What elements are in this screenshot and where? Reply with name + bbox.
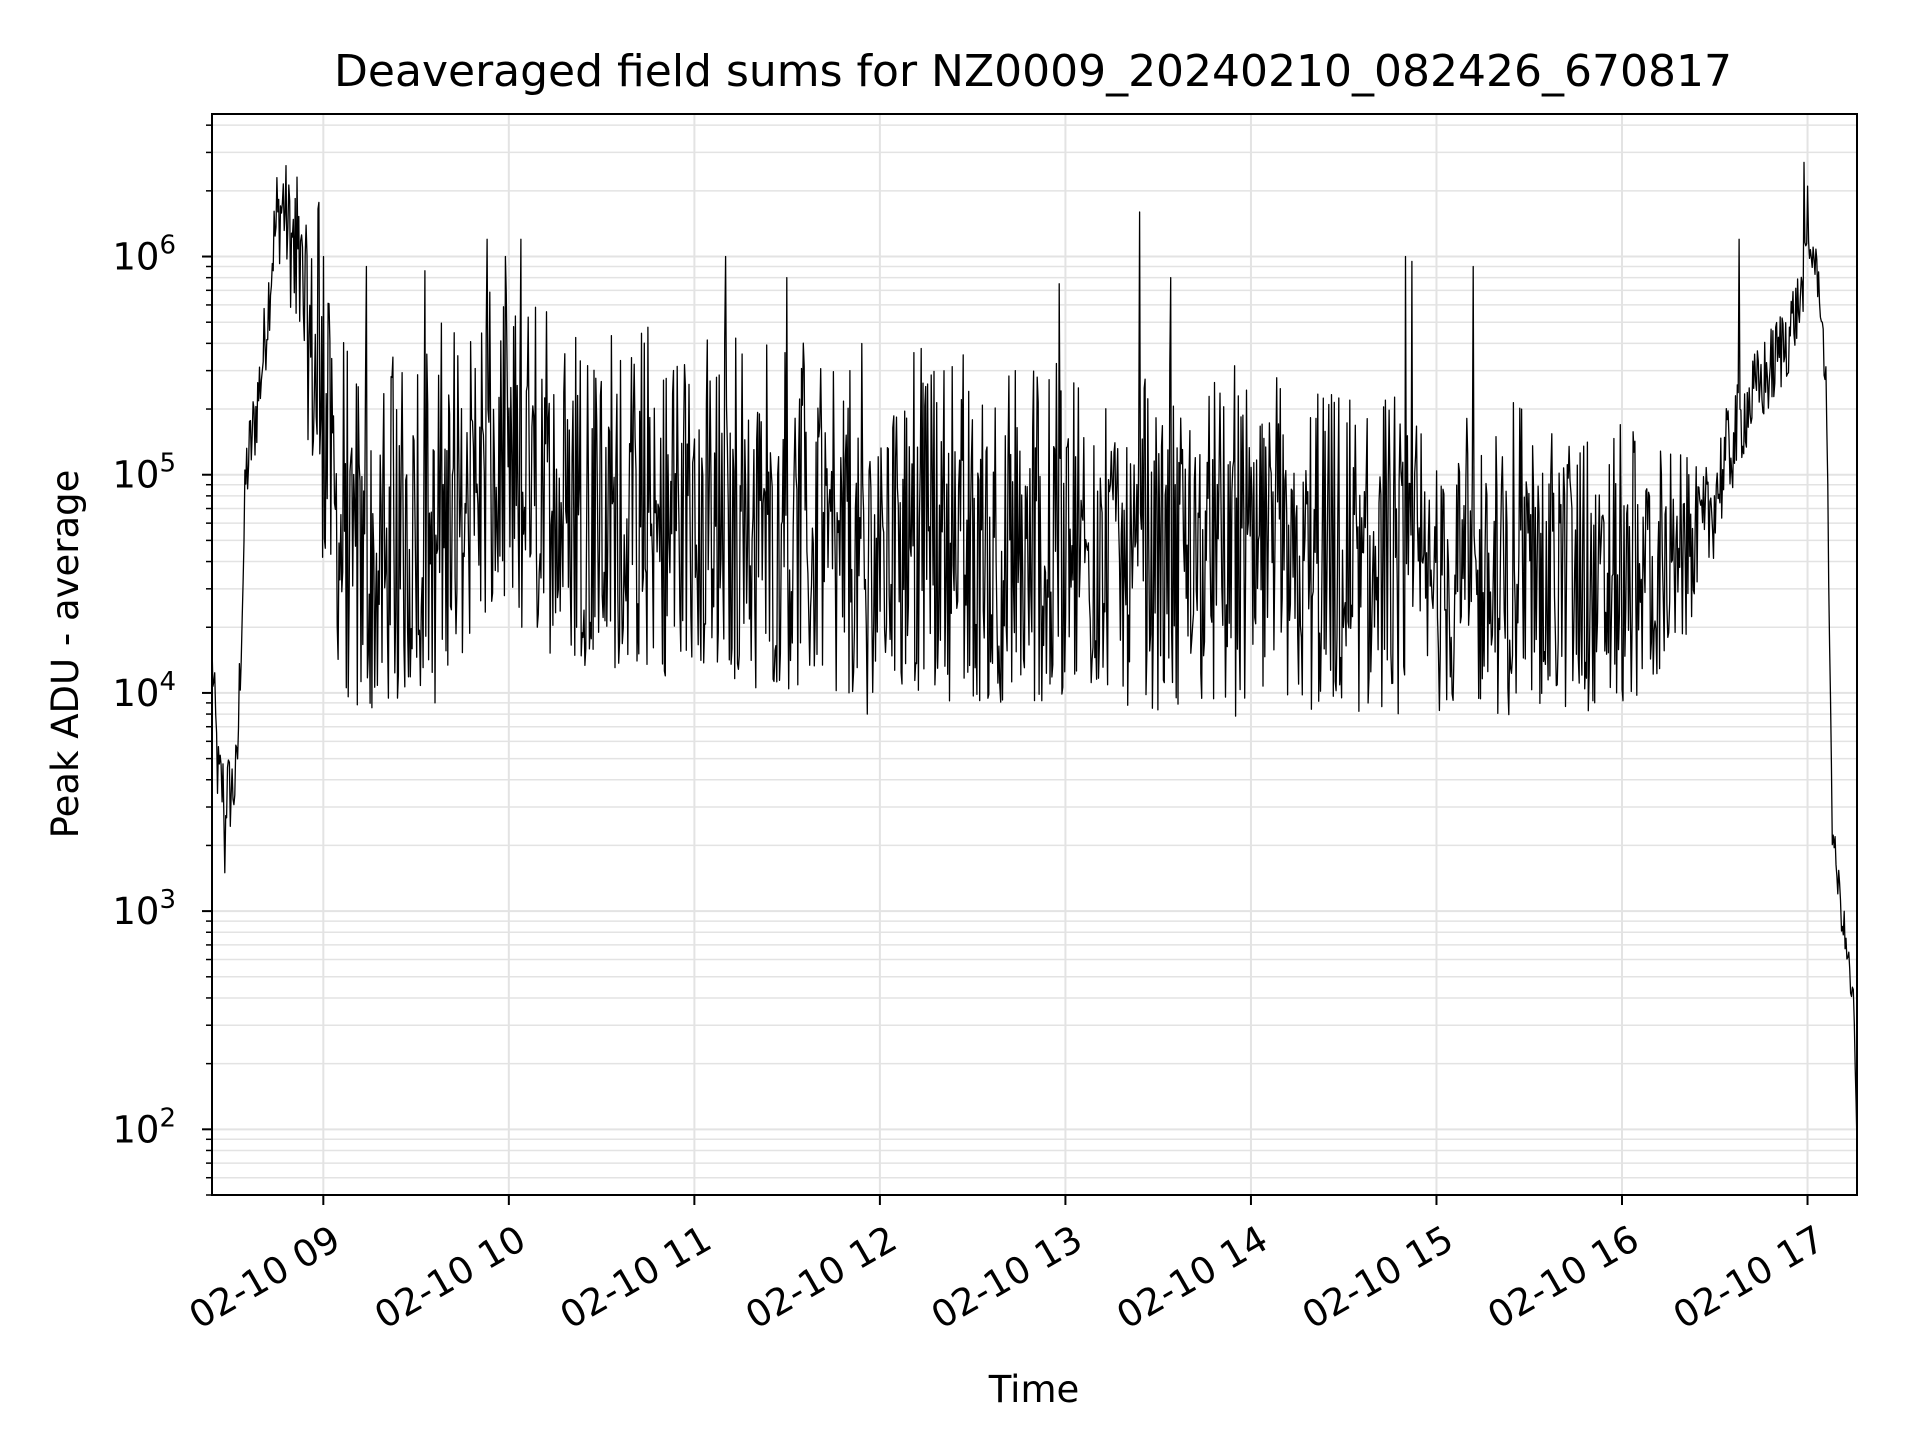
y-axis-ticks: 102 103 104 105 106: [112, 124, 212, 1196]
y-tick-label: 104: [112, 667, 176, 715]
y-tick-label: 105: [112, 449, 176, 497]
y-tick-label: 102: [112, 1103, 176, 1151]
series-line: [212, 161, 1857, 1147]
plot-frame: [211, 113, 1858, 1196]
x-axis-label: Time: [988, 1368, 1080, 1411]
y-tick-label: 103: [112, 885, 176, 933]
series-line-group: [212, 161, 1857, 1147]
y-tick-label: 106: [112, 231, 176, 279]
y-axis-label: Peak ADU - average: [44, 470, 87, 839]
chart-title: Deaveraged field sums for NZ0009_2024021…: [334, 46, 1732, 97]
